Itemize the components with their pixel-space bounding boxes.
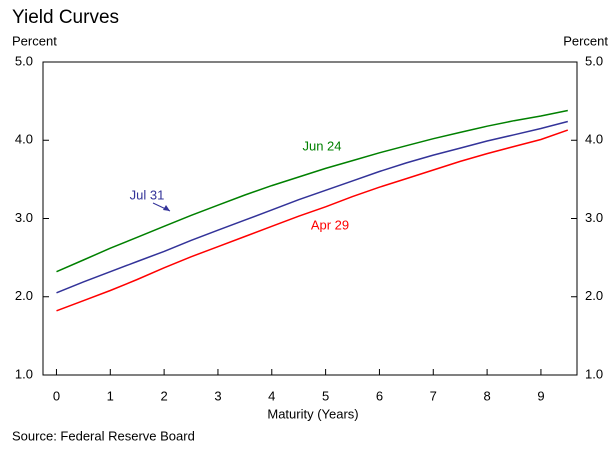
series-line <box>56 129 569 312</box>
x-tick-label: 1 <box>107 388 114 403</box>
y-tick-label: 5.0 <box>15 53 33 68</box>
y2-tick-label: 3.0 <box>585 210 603 225</box>
series-label: Jun 24 <box>302 138 341 153</box>
series-label: Apr 29 <box>311 217 349 232</box>
x-tick-label: 9 <box>537 388 544 403</box>
x-tick-label: 8 <box>483 388 490 403</box>
y2-tick-label: 2.0 <box>585 288 603 303</box>
y2-tick-label: 4.0 <box>585 132 603 147</box>
chart-title: Yield Curves <box>12 7 119 28</box>
y-tick-label: 3.0 <box>15 210 33 225</box>
source-note: Source: Federal Reserve Board <box>12 428 195 443</box>
x-tick-label: 0 <box>53 388 60 403</box>
x-tick-label: 5 <box>322 388 329 403</box>
x-tick-label: 3 <box>214 388 221 403</box>
series-label: Jul 31 <box>130 187 165 202</box>
x-axis-label: Maturity (Years) <box>267 406 358 421</box>
series-line <box>56 109 568 273</box>
y-tick-label: 2.0 <box>15 288 33 303</box>
series-line <box>56 120 568 294</box>
y-axis-label: Percent <box>12 33 57 48</box>
y2-tick-label: 5.0 <box>585 53 603 68</box>
y-tick-label: 1.0 <box>15 366 33 381</box>
y2-axis-label: Percent <box>563 33 608 48</box>
x-tick-label: 2 <box>161 388 168 403</box>
y-tick-label: 4.0 <box>15 132 33 147</box>
x-tick-label: 4 <box>268 388 275 403</box>
x-tick-label: 7 <box>430 388 437 403</box>
x-tick-label: 6 <box>376 388 383 403</box>
y2-tick-label: 1.0 <box>585 366 603 381</box>
arrow-head <box>163 205 170 211</box>
